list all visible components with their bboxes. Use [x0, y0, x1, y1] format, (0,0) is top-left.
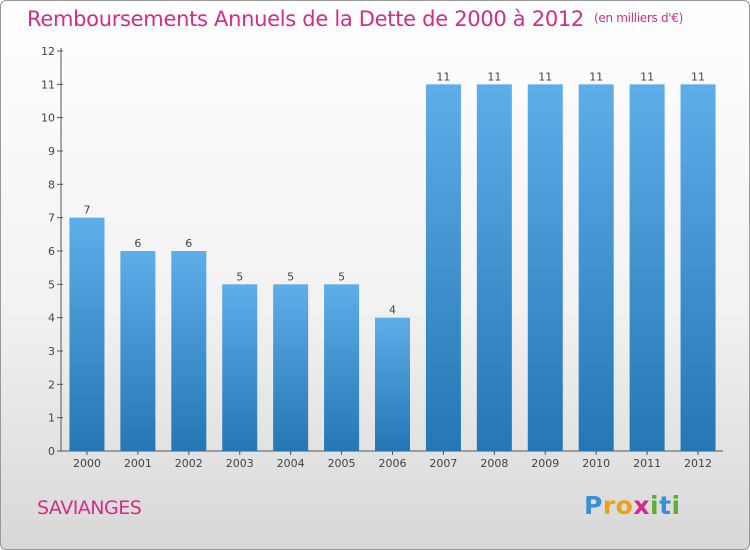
x-tick-label: 2005 — [328, 457, 356, 470]
y-tick-label: 6 — [48, 245, 55, 258]
bar-value-label: 7 — [83, 204, 90, 217]
bar-value-label: 11 — [691, 70, 705, 83]
bar-value-label: 11 — [640, 70, 654, 83]
bar — [527, 84, 563, 451]
bar — [222, 284, 258, 451]
x-tick-label: 2012 — [684, 457, 712, 470]
y-tick-label: 7 — [48, 212, 55, 225]
x-tick-label: 2002 — [175, 457, 203, 470]
x-tick-label: 2006 — [379, 457, 407, 470]
logo-letter: x — [633, 491, 650, 520]
x-tick-label: 2010 — [582, 457, 610, 470]
x-tick-label: 2000 — [73, 457, 101, 470]
x-tick-label: 2001 — [124, 457, 152, 470]
y-tick-label: 8 — [48, 178, 55, 191]
commune-name: SAVIANGES — [37, 497, 142, 519]
y-tick-label: 0 — [48, 445, 55, 458]
y-tick-label: 4 — [48, 312, 55, 325]
y-tick-label: 2 — [48, 378, 55, 391]
bar — [273, 284, 309, 451]
bar-value-label: 5 — [338, 270, 345, 283]
bar — [120, 251, 156, 451]
bar — [629, 84, 665, 451]
y-tick-label: 9 — [48, 145, 55, 158]
bar-value-label: 6 — [185, 237, 192, 250]
x-tick-label: 2011 — [633, 457, 661, 470]
chart-title-text: Remboursements Annuels de la Dette de 20… — [27, 7, 584, 31]
bar-value-label: 4 — [389, 304, 396, 317]
x-tick-label: 2008 — [480, 457, 508, 470]
proxiti-logo: Proxiti — [584, 491, 681, 520]
x-tick-label: 2003 — [226, 457, 254, 470]
bar-value-label: 11 — [538, 70, 552, 83]
bar — [69, 217, 105, 451]
chart-title: Remboursements Annuels de la Dette de 20… — [27, 7, 683, 31]
y-tick-label: 3 — [48, 345, 55, 358]
x-tick-label: 2009 — [531, 457, 559, 470]
bar-value-label: 11 — [487, 70, 501, 83]
logo-letter: i — [650, 491, 660, 520]
bar — [375, 317, 410, 451]
bar — [425, 84, 461, 451]
bar-value-label: 5 — [287, 270, 294, 283]
bar-value-label: 5 — [236, 270, 243, 283]
y-tick-label: 11 — [41, 78, 55, 91]
x-tick-label: 2004 — [277, 457, 305, 470]
bar-value-label: 11 — [589, 70, 603, 83]
bar — [680, 84, 716, 451]
logo-letter: o — [615, 491, 634, 520]
logo-letter: i — [671, 491, 681, 520]
y-tick-label: 1 — [48, 412, 55, 425]
y-tick-label: 12 — [41, 45, 55, 58]
bar — [578, 84, 614, 451]
bar — [476, 84, 512, 451]
bar-value-label: 6 — [134, 237, 141, 250]
bar-value-label: 11 — [436, 70, 450, 83]
bar — [324, 284, 360, 451]
bar — [171, 251, 207, 451]
chart-unit: (en milliers d'€) — [594, 11, 684, 25]
logo-letter: t — [659, 491, 672, 520]
logo-letter: r — [602, 491, 616, 520]
y-tick-label: 5 — [48, 278, 55, 291]
y-tick-label: 10 — [41, 112, 55, 125]
x-tick-label: 2007 — [429, 457, 457, 470]
logo-letter: P — [584, 491, 603, 520]
